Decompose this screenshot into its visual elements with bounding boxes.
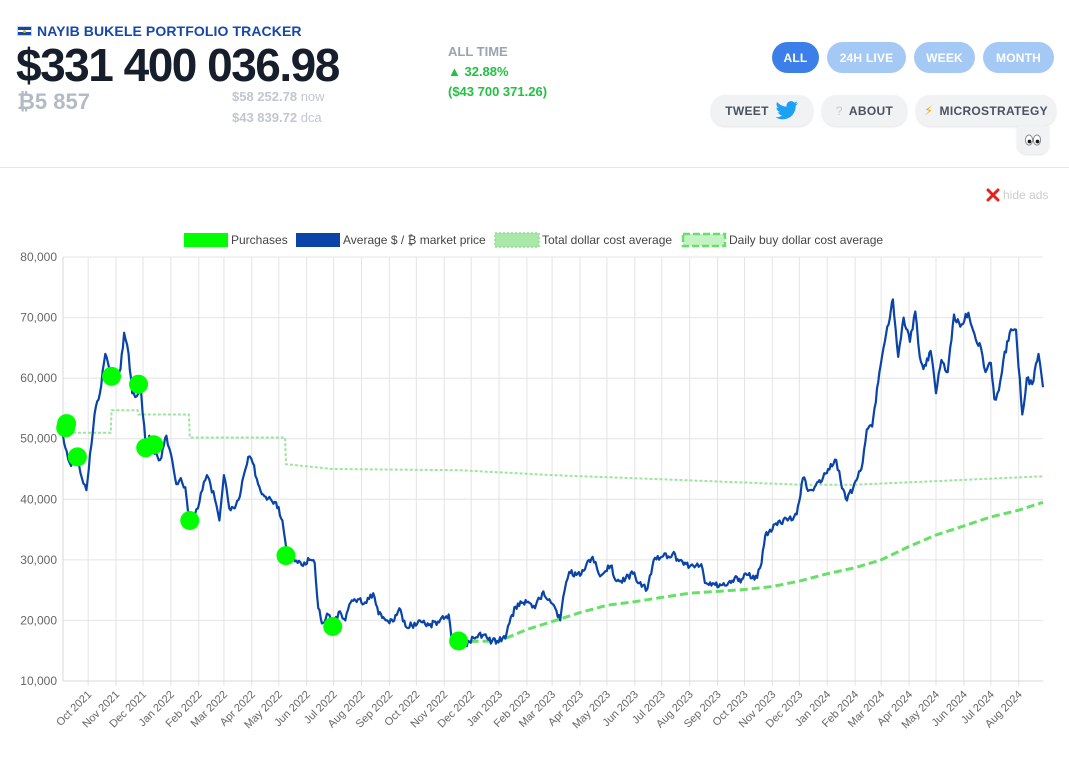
about-button-label: ABOUT [848, 103, 894, 118]
market-price-line [61, 298, 1045, 648]
y-tick-label: 40,000 [20, 492, 57, 506]
alltime-percent-change: ▲ 32.88% [448, 64, 509, 79]
question-icon: ? [835, 103, 843, 118]
tab-all[interactable]: ALL [772, 42, 819, 73]
purchase-point [67, 447, 87, 467]
range-tabs: ALL 24H LIVE WEEK MONTH [772, 42, 1054, 73]
alltime-label: ALL TIME [448, 44, 508, 59]
dca-price-unit: dca [300, 110, 322, 125]
purchase-point [276, 546, 296, 566]
current-price-unit: now [300, 89, 325, 104]
y-tick-label: 50,000 [20, 432, 57, 446]
brand: NAYIB BUKELE PORTFOLIO TRACKER [17, 23, 302, 39]
microstrategy-button-label: MICROSTRATEGY [939, 103, 1048, 118]
header: NAYIB BUKELE PORTFOLIO TRACKER $331 400 … [0, 0, 1069, 168]
dca-price: $43 839.72 dca [232, 110, 322, 125]
purchase-point [57, 414, 77, 434]
portfolio-chart: 10,000 20,000 30,000 40,000 50,000 60,000 70,0… [20, 232, 1045, 731]
y-tick-label: 20,000 [20, 613, 57, 627]
dca-price-value: $43 839.72 [232, 110, 298, 125]
legend-label: Average $ / ₿ market price [343, 233, 486, 247]
twitter-bird-icon [775, 100, 798, 119]
tweet-button[interactable]: TWEET [711, 95, 813, 126]
legend-label: Daily buy dollar cost average [729, 233, 883, 247]
purchase-point [323, 616, 343, 636]
legend-swatch [184, 233, 228, 247]
about-button[interactable]: ? ABOUT [822, 95, 907, 126]
red-x-icon [986, 188, 1000, 202]
eyes-icon [1024, 134, 1042, 146]
alltime-usd-change: ($43 700 371.26) [448, 84, 548, 99]
eyes-button[interactable] [1017, 126, 1049, 154]
action-buttons: TWEET ? ABOUT ⚡ MICROSTRATEGY [711, 95, 1056, 126]
y-tick-label: 60,000 [20, 371, 57, 385]
legend-swatch [296, 233, 340, 247]
tab-24h-live[interactable]: 24H LIVE [827, 42, 906, 73]
y-tick-label: 30,000 [20, 553, 57, 567]
purchase-point [102, 366, 122, 386]
purchase-point [449, 631, 469, 651]
legend-swatch [681, 232, 727, 248]
legend-label: Total dollar cost average [542, 233, 672, 247]
el-salvador-flag-icon [17, 26, 32, 36]
hide-ads-label: hide ads [1003, 188, 1049, 202]
y-tick-label: 70,000 [20, 311, 57, 325]
y-tick-label: 10,000 [20, 674, 57, 688]
btc-holdings: ₿5 857 [17, 89, 90, 114]
legend-swatch [494, 232, 540, 248]
portfolio-total-value: $331 400 036.98 [16, 39, 340, 91]
tweet-button-label: TWEET [725, 103, 769, 118]
y-tick-label: 80,000 [20, 250, 57, 264]
legend-label: Purchases [231, 233, 288, 247]
purchase-point [144, 435, 164, 455]
daily-dca-line [458, 500, 1044, 644]
purchase-point [129, 374, 149, 394]
brand-title: NAYIB BUKELE PORTFOLIO TRACKER [37, 23, 302, 39]
current-price-value: $58 252.78 [232, 89, 298, 104]
tab-week[interactable]: WEEK [914, 42, 975, 73]
tab-month[interactable]: MONTH [983, 42, 1054, 73]
lightning-icon: ⚡ [924, 102, 934, 118]
microstrategy-button[interactable]: ⚡ MICROSTRATEGY [916, 95, 1056, 126]
hide-ads-link[interactable]: hide ads [986, 188, 1048, 202]
purchase-point [180, 510, 200, 530]
current-price: $58 252.78 now [232, 89, 325, 104]
total-dca-line [63, 409, 1044, 486]
